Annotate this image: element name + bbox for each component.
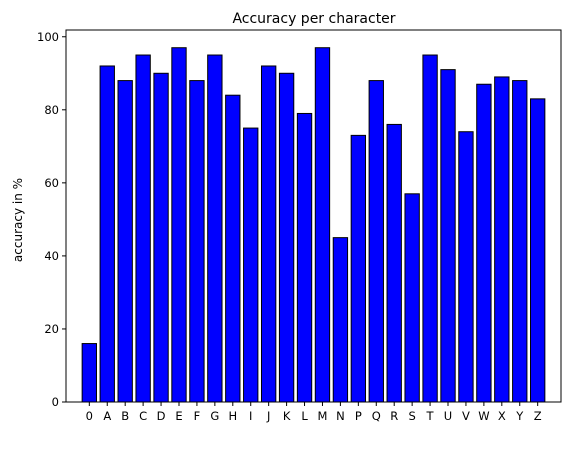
bar-K	[278, 72, 295, 403]
x-tick-label: J	[266, 409, 270, 423]
x-tick-label: F	[194, 409, 201, 423]
bar-A	[99, 65, 115, 403]
x-tick-label: N	[336, 409, 345, 423]
y-tick-label: 40	[44, 249, 59, 263]
y-tick-label: 80	[44, 103, 59, 117]
bar-X	[494, 76, 510, 403]
x-tick-label: G	[210, 409, 219, 423]
bar-J	[260, 65, 277, 403]
plot-frame	[65, 29, 562, 403]
bar-S	[404, 193, 420, 403]
bar-G	[207, 54, 223, 403]
x-tick-label: V	[462, 409, 470, 423]
x-tick-label: D	[157, 409, 166, 423]
bar-U	[440, 69, 456, 403]
chart-title: Accuracy per character	[232, 11, 395, 27]
x-tick-label: S	[408, 409, 415, 423]
x-tick-label: Q	[372, 409, 381, 423]
x-tick-label: T	[426, 409, 435, 423]
x-tick-label: E	[175, 409, 182, 423]
x-tick-label: I	[249, 409, 252, 423]
bar-N	[332, 237, 349, 403]
bar-Q	[368, 80, 384, 403]
bars-layer	[81, 47, 546, 403]
x-tick-label: C	[139, 409, 147, 423]
x-tick-label: B	[121, 409, 129, 423]
bar-C	[135, 54, 151, 403]
x-tick-label: L	[301, 409, 308, 423]
bar-M	[314, 47, 331, 403]
bar-W	[476, 83, 492, 403]
x-tick-label: H	[228, 409, 237, 423]
x-tick-label: Z	[534, 409, 542, 423]
y-tick-label: 20	[44, 322, 59, 336]
x-tick-label: A	[103, 409, 111, 423]
y-axis-label: accuracy in %	[11, 178, 25, 262]
x-tick-label: 0	[86, 409, 93, 423]
y-tick-label: 60	[44, 176, 59, 190]
x-tick-label: U	[444, 409, 452, 423]
bar-Y	[512, 80, 528, 403]
y-ticks: 0 20 40 60 80 100	[37, 30, 66, 409]
bar-V	[458, 131, 474, 403]
bar-L	[296, 112, 313, 403]
x-tick-label: K	[283, 409, 291, 423]
y-tick-label: 0	[52, 395, 59, 409]
x-tick-label: X	[498, 409, 506, 423]
bar-E	[171, 47, 187, 403]
bar-F	[189, 80, 205, 403]
bar-I	[243, 127, 259, 403]
x-tick-label: P	[355, 409, 362, 423]
bar-T	[422, 54, 438, 403]
x-tick-label: W	[478, 409, 489, 423]
x-tick-label: R	[390, 409, 398, 423]
bar-Z	[530, 98, 546, 403]
bar-H	[225, 94, 241, 403]
x-tick-label: Y	[515, 409, 524, 423]
bar-P	[350, 134, 367, 403]
bar-0	[81, 343, 97, 403]
bar-R	[386, 123, 402, 403]
y-tick-label: 100	[37, 30, 59, 44]
bar-B	[117, 80, 133, 403]
bar-D	[153, 72, 169, 403]
x-tick-label: M	[317, 409, 327, 423]
